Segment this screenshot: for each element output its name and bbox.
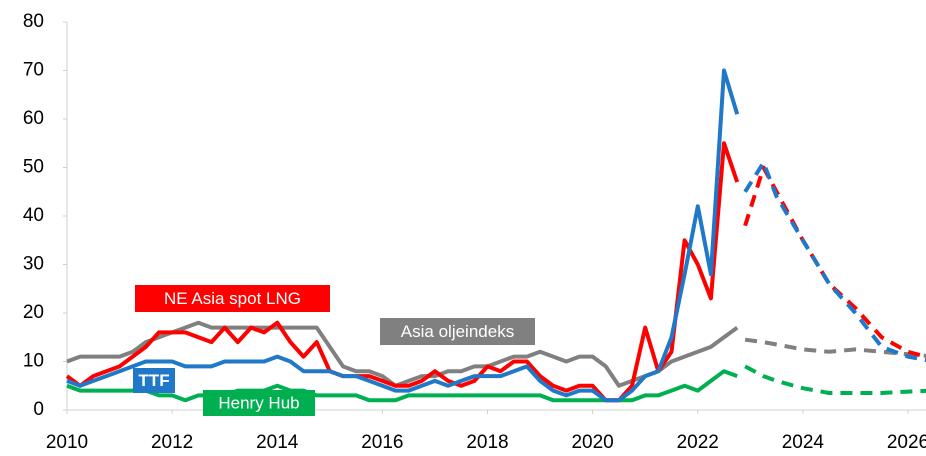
y-tick-label: 70 xyxy=(23,60,44,81)
x-tick-label: 2020 xyxy=(571,432,613,453)
x-tick-label: 2026 xyxy=(887,432,926,453)
series-label: Asia oljeindeks xyxy=(401,322,514,341)
x-tick-label: 2024 xyxy=(782,432,825,453)
series-label: Henry Hub xyxy=(218,393,299,412)
y-tick-label: 50 xyxy=(23,157,44,178)
x-tick-label: 2014 xyxy=(256,432,299,453)
series-label: NE Asia spot LNG xyxy=(164,289,301,308)
y-tick-label: 0 xyxy=(33,399,44,420)
x-tick-label: 2018 xyxy=(466,432,508,453)
series-label-box xyxy=(135,285,330,312)
y-tick-label: 40 xyxy=(23,205,44,226)
series-label: TTF xyxy=(138,371,169,390)
x-tick-label: 2012 xyxy=(151,432,193,453)
forecast-line xyxy=(743,160,926,362)
x-tick-label: 2016 xyxy=(361,432,403,453)
series-line xyxy=(66,68,740,403)
y-tick-label: 60 xyxy=(23,108,44,129)
series-label-box xyxy=(380,318,535,345)
y-tick-label: 80 xyxy=(23,11,44,32)
series-label-box xyxy=(133,368,175,393)
series-line xyxy=(66,320,739,388)
y-tick-label: 30 xyxy=(23,254,44,275)
y-tick-label: 10 xyxy=(23,351,44,372)
y-tick-label: 20 xyxy=(23,302,44,323)
series-label-box xyxy=(203,390,315,416)
forecast-line xyxy=(744,337,926,358)
forecast-line xyxy=(744,364,926,395)
x-tick-label: 2022 xyxy=(677,432,719,453)
x-tick-label: 2010 xyxy=(46,432,88,453)
forecast-line xyxy=(743,165,926,359)
series-line xyxy=(66,369,738,403)
